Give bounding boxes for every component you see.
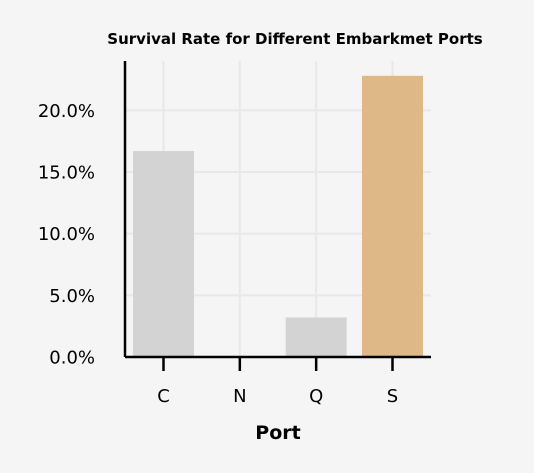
x-tick-label: N [233,386,246,407]
y-tick-label: 5.0% [49,286,95,307]
bar-s [361,75,423,358]
x-axis-label: Port [255,422,300,444]
y-tick-label: 15.0% [38,163,95,184]
y-tick-label: 10.0% [38,224,95,245]
y-tick-label: 20.0% [38,101,95,122]
chart-title: Survival Rate for Different Embarkmet Po… [107,30,482,48]
y-tick-label: 0.0% [49,348,95,369]
axes-layer [123,61,431,359]
x-tick-label: C [157,386,170,407]
bar-q [285,317,347,357]
x-tick-label: S [387,386,398,407]
ticks-layer: 0.0% 5.0% 10.0% 15.0% 20.0% C N Q S [38,101,398,407]
bar-c [133,151,194,357]
x-tick-label: Q [309,386,323,407]
bars-layer [133,75,423,358]
